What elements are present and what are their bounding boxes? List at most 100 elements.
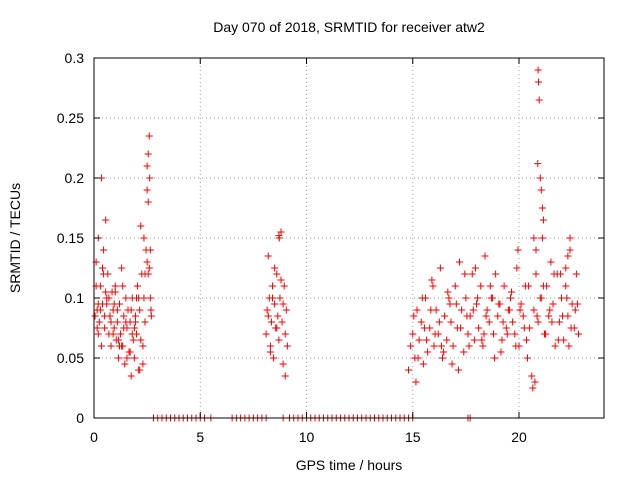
data-point [437,342,445,350]
data-point [548,318,556,326]
data-point [95,318,103,326]
data-point [491,354,499,362]
data-point [122,294,130,302]
data-point [502,324,510,332]
data-point [100,270,108,278]
data-point [531,378,539,386]
data-point [451,282,459,290]
data-point [118,264,126,272]
data-point [516,306,524,314]
data-point [474,294,482,302]
data-point [519,312,527,320]
data-point [282,306,290,314]
data-point [470,336,478,344]
data-point [514,246,522,254]
x-tick-label: 5 [196,429,204,445]
data-point [110,300,118,308]
data-point [508,288,516,296]
data-point [135,294,143,302]
data-point [530,306,538,314]
data-point [100,246,108,254]
data-point [279,360,287,368]
x-tick-label: 20 [511,429,527,445]
data-point [94,330,102,338]
data-point [538,204,546,212]
data-point [537,294,545,302]
data-point [488,294,496,302]
y-tick-label: 0.1 [65,290,85,306]
data-point [473,300,480,308]
data-point [512,342,520,350]
data-point [146,246,154,254]
data-point [431,330,439,338]
data-point [271,264,279,272]
data-point [532,270,540,278]
data-point [147,306,155,314]
data-point [556,270,564,278]
data-point [417,318,425,326]
data-point [471,264,479,272]
data-point [469,306,477,314]
data-point [117,330,125,338]
data-point [96,306,104,314]
data-point [457,324,465,332]
data-point [99,264,106,272]
data-point [486,282,494,290]
data-point [503,330,511,338]
data-point [428,276,436,284]
data-point [538,234,546,242]
data-point [281,372,289,380]
y-tick-label: 0.15 [57,230,84,246]
data-point [535,78,543,86]
data-point [575,330,582,338]
data-point [266,348,274,356]
data-point [409,330,417,338]
data-point [520,324,528,332]
data-point [410,312,418,320]
data-point [137,336,145,344]
data-point [497,348,505,356]
data-point [273,324,281,332]
data-point [492,270,500,278]
data-point [423,336,431,344]
data-point [562,282,570,290]
data-point [107,318,115,326]
data-point [460,348,468,356]
data-point [145,264,153,272]
data-point [565,342,573,350]
data-point [513,264,521,272]
data-point [534,160,542,168]
data-point [559,312,567,320]
data-point [456,258,463,266]
data-point [445,294,453,302]
data-point [97,342,105,350]
data-point [123,354,131,362]
data-point [420,324,428,332]
data-point [131,318,139,326]
y-tick-label: 0.25 [57,110,84,126]
data-point [415,336,423,344]
data-point [427,306,435,314]
data-point [464,330,472,338]
data-point [110,324,118,332]
data-point [121,360,129,368]
data-point [105,294,113,302]
data-point [274,312,282,320]
data-point [424,348,432,356]
data-point [447,318,455,326]
data-point [495,300,503,308]
data-point [566,234,574,242]
data-point [146,294,154,302]
data-point [545,312,553,320]
data-point [118,342,126,350]
data-point [103,300,111,308]
data-point [482,312,490,320]
data-point [477,282,485,290]
data-point [573,300,581,308]
data-point [145,132,153,140]
data-point [550,270,558,278]
data-point [91,312,99,320]
x-tick-label: 15 [405,429,421,445]
data-point [500,282,508,290]
